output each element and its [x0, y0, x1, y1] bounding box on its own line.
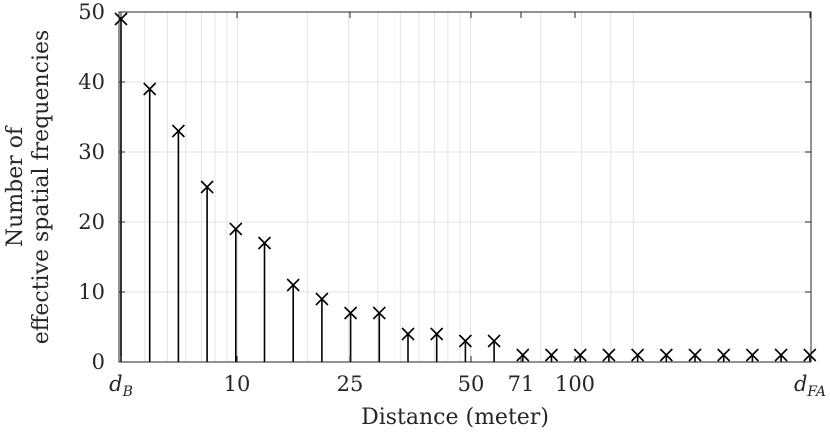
- stem-marker: [688, 348, 702, 362]
- x-tick-label: 50: [458, 372, 485, 396]
- stem-marker: [315, 292, 329, 306]
- y-axis-label-line-2: effective spatial frequencies: [29, 30, 54, 345]
- x-axis-ticks: dB 10 25 50 71 100 dFA: [109, 12, 826, 400]
- y-axis-label-line-1: Number of: [3, 125, 28, 247]
- stem-marker: [717, 348, 731, 362]
- stem-marker: [171, 124, 185, 138]
- stem-marker: [774, 348, 788, 362]
- x-tick-label: 25: [337, 372, 364, 396]
- stem-marker: [602, 348, 616, 362]
- stem-marker: [114, 12, 128, 26]
- stem-series: [114, 12, 817, 362]
- stem-marker: [573, 348, 587, 362]
- stem-marker: [803, 348, 817, 362]
- x-axis-label: Distance (meter): [361, 405, 549, 430]
- y-axis-ticks: 0 10 20 30 40 50: [78, 0, 811, 374]
- y-tick-label: 50: [78, 0, 105, 24]
- stem-marker: [229, 222, 243, 236]
- stem-marker: [745, 348, 759, 362]
- x-tick-label: dFA: [794, 372, 826, 400]
- stem-marker: [372, 306, 386, 320]
- x-tick-label: 10: [224, 372, 251, 396]
- stem-marker: [344, 306, 358, 320]
- x-tick-label: 100: [555, 372, 595, 396]
- stem-marker: [458, 334, 472, 348]
- y-tick-label: 10: [78, 280, 105, 304]
- stem-marker: [143, 82, 157, 96]
- plot-frame: [118, 11, 812, 363]
- y-tick-label: 40: [78, 70, 105, 94]
- y-axis-label: Number of effective spatial frequencies: [3, 30, 54, 345]
- x-tick-label: dB: [109, 372, 133, 400]
- stem-marker: [286, 278, 300, 292]
- stem-marker: [544, 348, 559, 362]
- y-tick-label: 0: [92, 350, 105, 374]
- stem-marker: [516, 348, 530, 362]
- stem-marker: [487, 334, 501, 348]
- stem-marker: [257, 236, 272, 250]
- grid-lines: [119, 11, 811, 363]
- stem-marker: [631, 348, 645, 362]
- stem-marker: [401, 327, 415, 341]
- stem-marker: [200, 180, 214, 194]
- x-tick-label: 71: [508, 372, 535, 396]
- y-tick-label: 30: [78, 140, 105, 164]
- stem-marker: [659, 348, 673, 362]
- y-tick-label: 20: [78, 210, 105, 234]
- stem-marker: [430, 327, 444, 341]
